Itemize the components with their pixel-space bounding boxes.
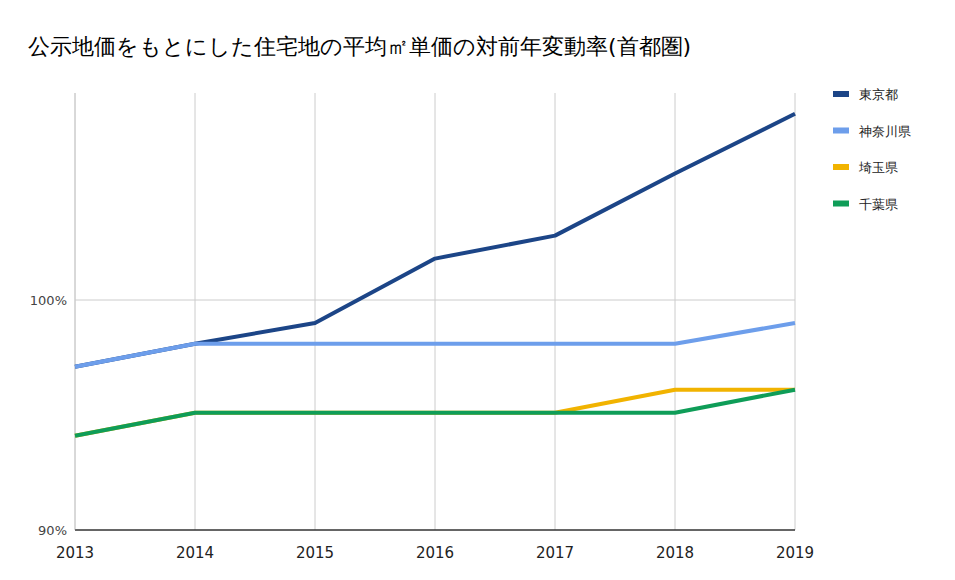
y-tick-label: 90% <box>38 523 67 538</box>
legend-swatch <box>833 201 849 207</box>
chart-title: 公示地価をもとにした住宅地の平均㎡単価の対前年変動率(首都圏) <box>28 34 691 59</box>
series-line <box>75 323 795 367</box>
plot-area <box>75 114 795 436</box>
legend-swatch <box>833 128 849 134</box>
legend-label: 埼玉県 <box>858 160 898 175</box>
x-tick-label: 2015 <box>296 544 334 562</box>
x-tick-label: 2016 <box>416 544 454 562</box>
x-tick-label: 2013 <box>56 544 94 562</box>
legend-label: 神奈川県 <box>859 124 911 139</box>
chart-root: 公示地価をもとにした住宅地の平均㎡単価の対前年変動率(首都圏) 2013 2014 2… <box>0 0 955 580</box>
x-grid-line <box>435 93 436 530</box>
chart-svg: 公示地価をもとにした住宅地の平均㎡単価の対前年変動率(首都圏) 2013 2014 2… <box>0 0 955 580</box>
x-tick-label: 2014 <box>176 544 214 562</box>
x-grid-line <box>795 93 796 530</box>
series-line <box>75 390 795 436</box>
legend-swatch <box>833 164 849 170</box>
x-grid-line <box>75 93 76 530</box>
series-line <box>75 114 795 367</box>
y-tick-label: 100% <box>30 293 67 308</box>
y-axis-line <box>75 93 76 530</box>
legend-swatch <box>833 91 849 97</box>
legend-label: 東京都 <box>859 87 898 102</box>
x-axis-line <box>75 530 795 531</box>
y-grid-line <box>75 300 795 301</box>
legend-label: 千葉県 <box>859 197 898 212</box>
x-grid-line <box>315 93 316 530</box>
x-grid-line <box>195 93 196 530</box>
x-grid-line <box>555 93 556 530</box>
x-tick-label: 2019 <box>776 544 814 562</box>
y-grid-line <box>75 530 795 531</box>
series-line <box>75 390 795 436</box>
x-grid-line <box>675 93 676 530</box>
x-tick-label: 2017 <box>536 544 574 562</box>
x-tick-label: 2018 <box>656 544 694 562</box>
